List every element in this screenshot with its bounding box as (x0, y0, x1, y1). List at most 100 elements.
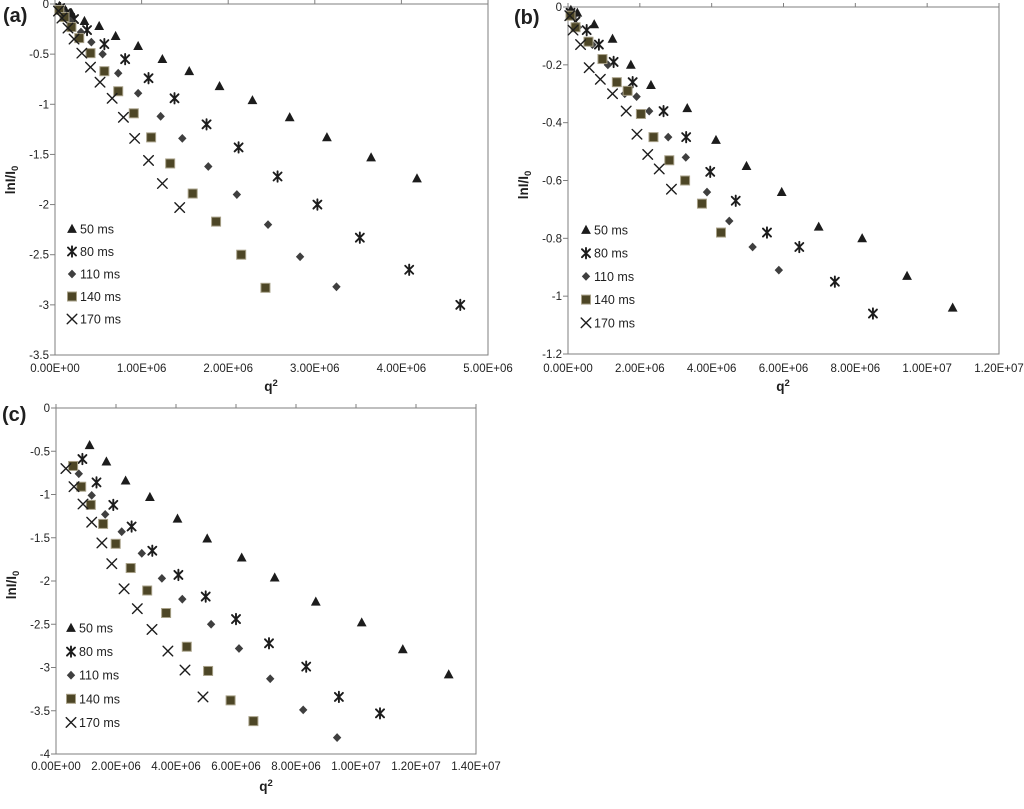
xmark-marker-legend (580, 317, 592, 329)
square-marker-140ms (128, 108, 139, 119)
star-marker-80ms (404, 263, 415, 276)
triangle-marker-50ms (607, 33, 618, 43)
triangle-marker-50ms (682, 103, 693, 113)
series-110ms (74, 469, 342, 742)
square-marker-140ms (225, 695, 236, 706)
xmark-marker-170ms (143, 154, 155, 166)
triangle-marker-50ms (184, 65, 195, 76)
diamond-marker-110ms (178, 594, 187, 604)
square-marker-140ms (716, 227, 727, 238)
legend-label: 140 ms (79, 692, 120, 706)
y-tick-label: -0.6 (542, 176, 562, 188)
series-140ms (54, 5, 271, 293)
star-marker-80ms (762, 226, 772, 239)
star-marker-80ms (730, 194, 741, 207)
diamond-marker-110ms (117, 527, 126, 537)
diamond-marker-110ms (98, 49, 107, 59)
x-axis-title: q2 (264, 378, 278, 394)
square-marker-140ms (696, 198, 707, 209)
triangle-marker-50ms (214, 81, 225, 91)
triangle-marker-50ms (741, 160, 752, 170)
legend-label: 50 ms (594, 224, 628, 238)
star-marker-80ms (108, 498, 119, 512)
triangle-marker-50ms (84, 439, 95, 450)
diamond-marker-110ms (87, 37, 96, 47)
triangle-marker-50ms (412, 173, 422, 183)
square-marker-140ms (181, 641, 192, 652)
x-tick-label: 2.00E+06 (203, 363, 253, 375)
legend-label: 140 ms (594, 293, 635, 307)
diamond-marker-legend (66, 670, 76, 680)
y-tick-label: -2 (39, 200, 49, 212)
diamond-marker-110ms (101, 509, 110, 519)
triangle-marker-50ms (202, 533, 213, 543)
legend-label: 80 ms (80, 245, 114, 259)
y-tick-label: -3 (40, 663, 50, 675)
square-marker-140ms (165, 158, 176, 169)
square-marker-140ms (635, 108, 646, 119)
xmark-marker-170ms (131, 603, 143, 615)
x-tick-label: 4.00E+06 (151, 761, 201, 773)
series-170ms (60, 463, 209, 703)
y-axis-title: lnI/I0 (516, 171, 534, 200)
square-marker-140ms (113, 86, 124, 97)
square-marker-140ms (622, 85, 633, 96)
panel-label: (a) (3, 5, 27, 27)
xmark-marker-170ms (653, 163, 665, 175)
square-marker-140ms (680, 175, 691, 186)
triangle-marker-50ms (284, 112, 295, 122)
square-marker-140ms (260, 282, 271, 293)
triangle-marker-50ms (79, 15, 90, 25)
xmark-marker-170ms (162, 645, 174, 657)
y-axis-title: lnI/I0 (4, 571, 22, 600)
y-tick-label: -0.8 (542, 233, 562, 245)
square-marker-140ms (125, 563, 136, 574)
diamond-marker-legend (581, 272, 591, 281)
y-tick-label: -2.5 (30, 619, 50, 631)
legend-label: 170 ms (79, 716, 120, 730)
plot-border (54, 3, 489, 356)
square-marker-140ms (236, 249, 247, 260)
y-tick-label: -0.5 (29, 49, 49, 61)
y-tick-label: 0 (44, 403, 50, 415)
x-tick-label: 6.00E+06 (211, 761, 261, 773)
square-marker-140ms (583, 36, 594, 47)
x-tick-label: 0.00E+00 (543, 363, 593, 375)
y-tick-label: -3.5 (30, 706, 50, 718)
x-tick-label: 3.00E+06 (290, 363, 340, 375)
x-tick-label: 4.00E+06 (687, 363, 737, 375)
diamond-marker-legend (67, 269, 77, 279)
y-tick-label: -1.5 (29, 149, 49, 161)
triangle-marker-50ms (366, 152, 376, 162)
star-marker-80ms (681, 130, 692, 144)
series-140ms (565, 10, 727, 238)
star-marker-80ms (173, 568, 184, 582)
triangle-marker-50ms (236, 552, 247, 562)
square-marker-legend (66, 693, 76, 704)
legend-label: 110 ms (79, 669, 119, 683)
triangle-marker-legend (67, 223, 77, 233)
diamond-marker-110ms (702, 187, 712, 197)
triangle-marker-50ms (589, 19, 600, 29)
y-tick-label: -4 (40, 749, 51, 761)
legend-label: 80 ms (594, 247, 628, 261)
diamond-marker-110ms (114, 68, 123, 78)
xmark-marker-170ms (567, 24, 579, 36)
xmark-marker-170ms (620, 105, 632, 117)
x-tick-label: 1.40E+07 (451, 761, 501, 773)
triangle-marker-legend (581, 224, 591, 234)
square-marker-140ms (99, 66, 110, 77)
diamond-marker-110ms (725, 216, 734, 226)
xmark-marker-170ms (117, 111, 129, 123)
y-tick-label: -0.5 (30, 446, 50, 458)
diamond-marker-110ms (156, 111, 165, 121)
square-marker-140ms (161, 608, 172, 619)
square-marker-140ms (611, 77, 622, 88)
star-marker-80ms (77, 452, 88, 466)
triangle-marker-50ms (443, 669, 454, 679)
y-tick-label: -3.5 (29, 350, 49, 362)
star-marker-80ms (201, 118, 212, 131)
x-axis-title: q2 (259, 778, 273, 794)
square-marker-140ms (68, 460, 79, 471)
